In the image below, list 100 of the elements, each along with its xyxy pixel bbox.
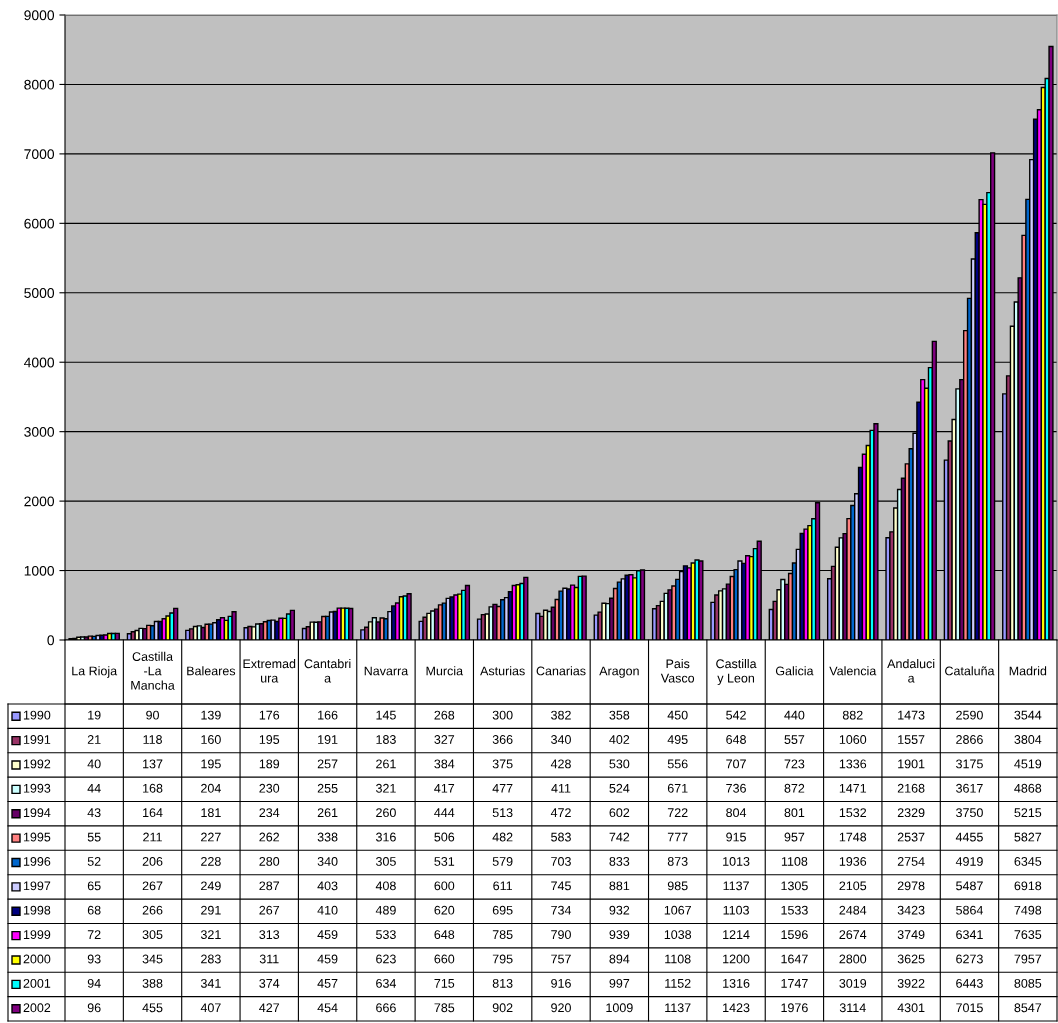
data-label: 813 xyxy=(492,978,513,988)
data-label: 407 xyxy=(200,1003,221,1013)
data-label: 833 xyxy=(609,857,630,866)
data-label: 255 xyxy=(317,783,338,793)
data-label: 785 xyxy=(492,930,513,940)
data-label: 2866 xyxy=(956,735,983,744)
data-label: 873 xyxy=(667,857,688,866)
y-tick-label: 0 xyxy=(47,635,55,646)
data-label: 660 xyxy=(434,954,455,964)
y-tick-label: 2000 xyxy=(24,496,55,507)
data-label: 513 xyxy=(492,808,513,818)
data-label: 341 xyxy=(200,978,221,988)
data-label: 8547 xyxy=(1014,1003,1042,1013)
x-tick-label: Andalucia xyxy=(887,658,935,683)
data-label: 382 xyxy=(551,710,571,720)
x-tick-label: Valencia xyxy=(829,666,877,676)
y-tick-label: 3000 xyxy=(24,427,55,437)
data-label: 3625 xyxy=(897,954,925,964)
data-label: 530 xyxy=(609,759,630,769)
data-label: 137 xyxy=(143,759,163,769)
data-label: 703 xyxy=(551,857,571,866)
data-label: 489 xyxy=(375,905,396,915)
data-label: 374 xyxy=(259,978,280,988)
data-label: 19 xyxy=(88,710,101,720)
data-label: 1936 xyxy=(839,857,867,866)
data-label: 1038 xyxy=(664,930,692,940)
x-tick-label: Castilla y Leon xyxy=(716,658,757,686)
legend-label: 1999 xyxy=(23,930,51,940)
x-tick-label: Aragon xyxy=(599,666,639,678)
data-label: 459 xyxy=(317,954,338,964)
data-label: 72 xyxy=(87,930,101,939)
data-label: 620 xyxy=(434,905,455,915)
data-label: 1316 xyxy=(723,978,750,988)
y-tick-label: 7000 xyxy=(24,149,55,160)
data-label: 6918 xyxy=(1014,881,1042,891)
data-label: 261 xyxy=(317,808,338,818)
data-label: 455 xyxy=(142,1003,163,1013)
data-label: 321 xyxy=(375,783,396,793)
data-label: 757 xyxy=(551,954,571,964)
data-label: 166 xyxy=(318,710,338,720)
data-label: 1103 xyxy=(723,905,749,915)
legend-label: 1993 xyxy=(23,783,51,793)
data-label: 734 xyxy=(551,905,572,915)
legend-label: 1990 xyxy=(23,710,51,720)
legend-label: 1995 xyxy=(23,832,51,842)
data-label: 1532 xyxy=(839,808,867,818)
data-label: 722 xyxy=(667,808,688,817)
data-label: 305 xyxy=(142,930,163,940)
data-label: 920 xyxy=(551,1003,571,1013)
data-label: 5827 xyxy=(1014,832,1042,842)
data-label: 1137 xyxy=(665,1003,691,1013)
data-label: 1901 xyxy=(898,759,925,769)
x-tick-label: Navarra xyxy=(364,666,409,676)
data-label: 542 xyxy=(726,710,746,720)
data-label: 3750 xyxy=(956,808,983,818)
data-label: 1214 xyxy=(723,930,750,939)
data-label: 4455 xyxy=(955,832,983,842)
data-label: 411 xyxy=(551,783,571,793)
data-label: 611 xyxy=(493,881,512,891)
data-label: 600 xyxy=(434,881,455,891)
data-label: 249 xyxy=(201,881,221,891)
data-label: 6345 xyxy=(1014,857,1042,866)
x-tick-label: Cantabria xyxy=(304,658,351,683)
data-label: 181 xyxy=(201,808,221,818)
data-label: 145 xyxy=(376,710,396,720)
legend-label: 1997 xyxy=(23,881,51,891)
data-label: 472 xyxy=(550,808,571,817)
data-label: 1748 xyxy=(839,832,867,842)
y-tick-label: 8000 xyxy=(24,79,55,90)
x-tick-label: Canarias xyxy=(536,666,586,676)
data-label: 785 xyxy=(434,1003,455,1013)
y-tick-label: 9000 xyxy=(24,10,55,21)
data-label: 3019 xyxy=(839,978,867,988)
data-label: 1137 xyxy=(723,881,749,891)
data-label: 267 xyxy=(142,881,163,891)
data-label: 1200 xyxy=(723,954,750,964)
data-label: 260 xyxy=(376,808,396,818)
data-label: 4868 xyxy=(1014,783,1042,793)
data-label: 55 xyxy=(87,832,101,842)
data-label: 384 xyxy=(434,759,455,769)
y-tick-label: 1000 xyxy=(24,565,55,576)
data-label: 366 xyxy=(492,735,513,744)
data-label: 428 xyxy=(550,759,571,769)
data-label: 723 xyxy=(784,759,805,769)
data-label: 1009 xyxy=(606,1003,633,1013)
data-label: 287 xyxy=(259,881,280,891)
data-label: 266 xyxy=(142,905,163,915)
data-label: 1067 xyxy=(664,905,691,915)
legend-label: 2001 xyxy=(23,978,51,988)
data-label: 7957 xyxy=(1014,954,1042,964)
data-label: 8085 xyxy=(1014,978,1042,988)
data-label: 234 xyxy=(259,808,280,818)
x-tick-label: Madrid xyxy=(1009,666,1047,676)
data-label: 695 xyxy=(492,905,513,915)
data-label: 2484 xyxy=(839,905,867,915)
x-tick-label: Castilla-La Mancha xyxy=(131,651,175,690)
data-label: 2590 xyxy=(956,710,983,720)
data-label: 742 xyxy=(609,832,630,842)
data-label: 623 xyxy=(376,954,396,964)
data-label: 417 xyxy=(434,783,455,793)
